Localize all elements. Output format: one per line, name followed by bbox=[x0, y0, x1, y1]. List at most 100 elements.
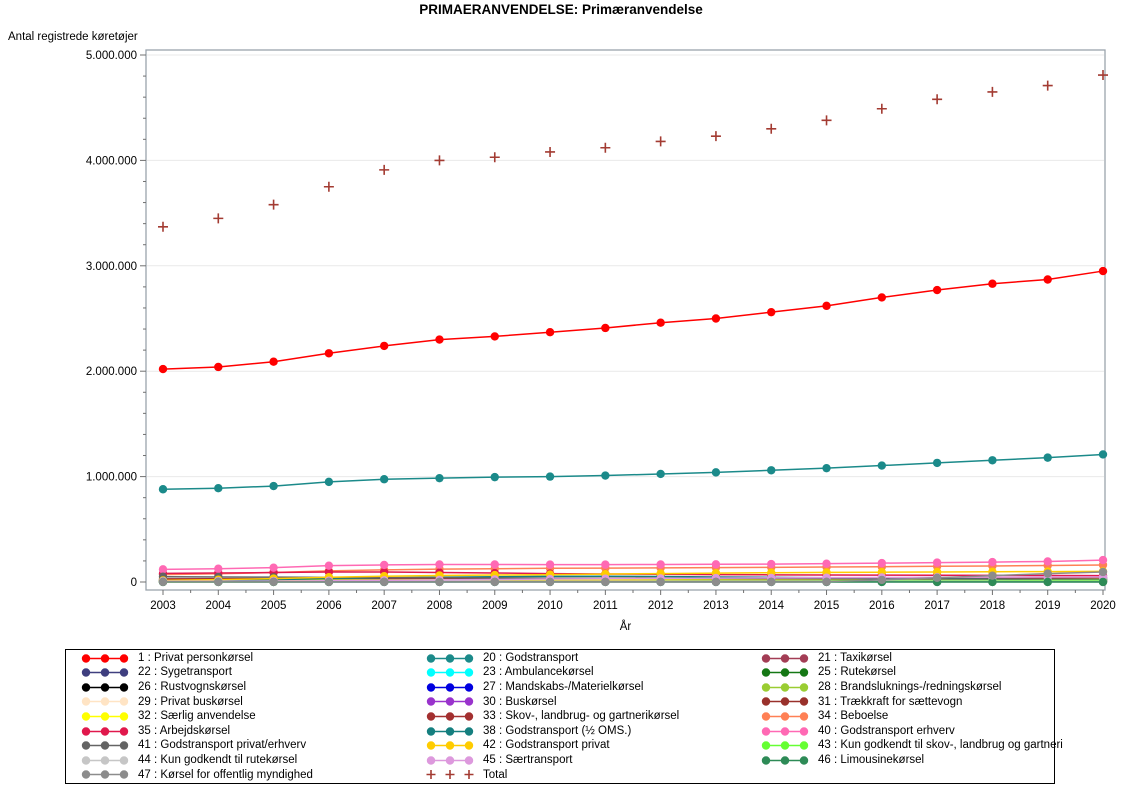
legend-label: Total bbox=[483, 768, 508, 781]
legend-plus-marker-icon bbox=[426, 770, 474, 780]
legend-label: 20 : Godstransport bbox=[483, 651, 579, 664]
legend-line-marker-icon bbox=[81, 683, 129, 692]
dot-marker bbox=[379, 475, 389, 484]
dot-marker bbox=[545, 577, 555, 587]
legend-item-44: 44 : Kun godkendt til rutekørsel bbox=[80, 753, 425, 768]
legend-line-marker-icon bbox=[761, 756, 809, 765]
y-tick-label: 5.000.000 bbox=[86, 50, 137, 62]
x-tick-label: 2017 bbox=[924, 600, 950, 612]
dot-marker bbox=[767, 466, 776, 475]
legend-label: 32 : Særlig anvendelse bbox=[138, 710, 256, 723]
legend: 1 : Privat personkørsel 20 : Godstranspor… bbox=[65, 649, 1063, 784]
dot-marker bbox=[324, 477, 334, 487]
x-tick-label: 2018 bbox=[980, 600, 1006, 612]
legend-item-29: 29 : Privat buskørsel bbox=[80, 695, 425, 710]
legend-label: 31 : Trækkraft for sættevogn bbox=[818, 695, 963, 708]
series-total bbox=[158, 70, 1108, 232]
legend-label: 28 : Brandsluknings-/redningskørsel bbox=[818, 681, 1002, 694]
x-tick-label: 2011 bbox=[593, 600, 618, 612]
dot-marker bbox=[269, 563, 278, 572]
dot-marker bbox=[932, 458, 942, 468]
y-tick-label: 2.000.000 bbox=[86, 366, 137, 378]
plus-marker bbox=[1042, 80, 1053, 91]
dot-marker bbox=[656, 577, 665, 587]
series-47 bbox=[158, 567, 1108, 587]
dot-marker bbox=[988, 557, 997, 567]
legend-line-marker-icon bbox=[81, 726, 129, 736]
dot-marker bbox=[158, 565, 168, 574]
legend-item-25: 25 : Rutekørsel bbox=[760, 665, 1063, 680]
dot-marker bbox=[1043, 557, 1052, 566]
plus-marker bbox=[323, 181, 334, 192]
dot-marker bbox=[158, 364, 168, 374]
dot-marker bbox=[1043, 453, 1052, 462]
dot-marker bbox=[214, 362, 223, 372]
dot-marker bbox=[324, 349, 334, 358]
x-tick-label: 2014 bbox=[758, 600, 784, 612]
x-tick-label: 2006 bbox=[316, 600, 342, 612]
dot-marker bbox=[435, 560, 444, 569]
dot-marker bbox=[214, 483, 223, 493]
legend-item-20: 20 : Godstransport bbox=[425, 651, 760, 666]
y-tick-label: 1.000.000 bbox=[86, 472, 137, 484]
legend-line-marker-icon bbox=[761, 726, 809, 736]
x-tick-label: 2003 bbox=[150, 600, 176, 612]
plus-marker bbox=[932, 94, 943, 105]
plus-marker bbox=[489, 152, 500, 163]
legend-line-marker-icon bbox=[761, 653, 809, 663]
plus-marker bbox=[655, 136, 666, 147]
legend-item-1: 1 : Privat personkørsel bbox=[80, 651, 425, 666]
plus-marker bbox=[434, 155, 445, 166]
legend-label: 21 : Taxikørsel bbox=[818, 651, 892, 664]
dot-marker bbox=[1098, 266, 1108, 276]
x-tick-label: 2015 bbox=[814, 600, 840, 612]
dot-marker bbox=[988, 279, 997, 288]
dot-marker bbox=[877, 461, 887, 470]
dot-marker bbox=[158, 577, 168, 587]
legend-label: 43 : Kun godkendt til skov-, landbrug og… bbox=[818, 739, 1063, 752]
series-line bbox=[162, 570, 1104, 582]
dot-marker bbox=[379, 560, 389, 570]
dot-marker bbox=[932, 285, 942, 295]
x-tick-label: 2012 bbox=[648, 600, 674, 612]
dot-marker bbox=[767, 307, 776, 317]
legend-label: 45 : Særtransport bbox=[483, 753, 573, 766]
dot-marker bbox=[601, 577, 610, 587]
y-tick-label: 4.000.000 bbox=[86, 155, 137, 167]
legend-item-22: 22 : Sygetransport bbox=[80, 665, 425, 680]
legend-line-marker-icon bbox=[426, 697, 474, 707]
x-tick-label: 2013 bbox=[703, 600, 729, 612]
dot-marker bbox=[656, 318, 665, 327]
legend-label: 30 : Buskørsel bbox=[483, 695, 557, 708]
legend-item-34: 34 : Beboelse bbox=[760, 709, 1063, 724]
legend-line-marker-icon bbox=[81, 653, 129, 663]
dot-marker bbox=[822, 301, 831, 311]
dot-marker bbox=[822, 559, 831, 568]
legend-label: 46 : Limousinekørsel bbox=[818, 753, 925, 766]
legend-label: 35 : Arbejdskørsel bbox=[138, 724, 231, 737]
legend-label: 23 : Ambulancekørsel bbox=[483, 666, 594, 679]
legend-label: 47 : Kørsel for offentlig myndighed bbox=[138, 768, 313, 781]
plus-marker bbox=[379, 164, 390, 175]
x-axis-label: År bbox=[619, 621, 632, 633]
legend-line-marker-icon bbox=[81, 712, 129, 721]
plus-marker bbox=[1098, 70, 1108, 81]
plus-marker bbox=[821, 115, 832, 126]
dot-marker bbox=[711, 577, 721, 587]
legend-item-31: 31 : Trækkraft for sættevogn bbox=[760, 695, 1063, 710]
dot-marker bbox=[379, 577, 389, 587]
dot-marker bbox=[545, 328, 555, 337]
dot-marker bbox=[379, 341, 389, 351]
legend-item-47: 47 : Kørsel for offentlig myndighed bbox=[80, 768, 425, 783]
legend-line-marker-icon bbox=[81, 697, 129, 707]
chart-title: PRIMAERANVENDELSE: Primæranvendelse bbox=[419, 2, 703, 17]
dot-marker bbox=[988, 456, 997, 465]
legend-line-marker-icon bbox=[426, 741, 474, 750]
legend-label: 25 : Rutekørsel bbox=[818, 666, 896, 679]
legend-line-marker-icon bbox=[761, 712, 809, 721]
dot-marker bbox=[1043, 577, 1052, 587]
plus-marker bbox=[545, 146, 556, 157]
legend-label: 41 : Godstransport privat/erhverv bbox=[138, 739, 307, 752]
legend-item-23: 23 : Ambulancekørsel bbox=[425, 665, 760, 680]
x-tick-label: 2008 bbox=[427, 600, 453, 612]
